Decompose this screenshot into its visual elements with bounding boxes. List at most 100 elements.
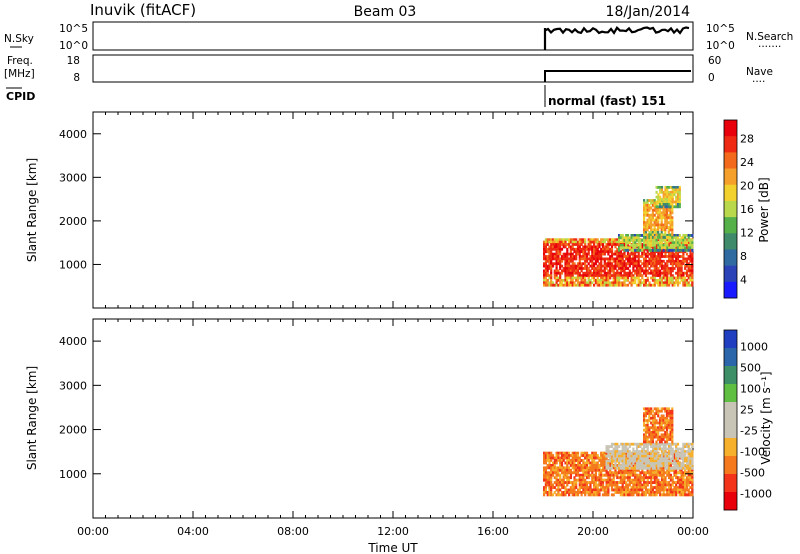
echo-cell xyxy=(587,262,590,266)
echo-cell xyxy=(669,433,672,437)
echo-cell xyxy=(659,466,662,470)
echo-cell xyxy=(618,476,621,480)
echo-cell xyxy=(601,240,605,244)
echo-cell xyxy=(607,279,610,282)
echo-cell xyxy=(651,279,655,282)
echo-cell xyxy=(621,236,624,240)
echo-cell xyxy=(671,452,674,456)
echo-cell xyxy=(544,481,547,484)
echo-cell xyxy=(573,247,576,251)
echo-cell xyxy=(559,264,562,268)
echo-cell xyxy=(557,488,560,492)
echo-cell xyxy=(559,283,562,287)
echo-cell xyxy=(618,450,621,453)
echo-cell xyxy=(657,223,660,227)
echo-cell xyxy=(675,452,678,456)
echo-cell xyxy=(659,252,662,256)
echo-cell xyxy=(614,452,617,456)
echo-cell xyxy=(684,481,687,484)
echo-cell xyxy=(676,466,680,470)
echo-cell xyxy=(612,283,615,287)
echo-cell xyxy=(614,459,617,463)
echo-cell xyxy=(616,491,619,494)
echo-cell xyxy=(571,283,574,287)
echo-cell xyxy=(610,473,614,477)
echo-cell xyxy=(605,243,608,246)
echo-cell xyxy=(665,409,669,413)
echo-cell xyxy=(643,271,646,275)
echo-cell xyxy=(594,245,597,249)
echo-cell xyxy=(550,483,553,487)
echo-cell xyxy=(594,257,597,261)
echo-cell xyxy=(610,252,614,256)
echo-cell xyxy=(548,262,551,266)
echo-cell xyxy=(651,274,655,277)
echo-cell xyxy=(668,257,671,261)
echo-cell xyxy=(559,478,562,482)
echo-cell xyxy=(601,488,605,492)
echo-cell xyxy=(669,274,672,277)
echo-cell xyxy=(659,447,662,451)
echo-cell xyxy=(609,259,612,263)
echo-cell xyxy=(580,454,583,457)
echo-cell xyxy=(578,259,581,263)
echo-cell xyxy=(584,451,587,455)
echo-cell xyxy=(587,243,590,246)
echo-cell xyxy=(546,238,549,242)
echo-cell xyxy=(648,223,651,227)
echo-cell xyxy=(684,234,687,237)
echo-cell xyxy=(614,454,617,458)
echo-cell xyxy=(671,267,674,270)
echo-cell xyxy=(584,486,587,489)
echo-cell xyxy=(678,205,681,209)
echo-cell xyxy=(685,234,689,237)
echo-cell xyxy=(671,255,674,258)
echo-cell xyxy=(605,491,608,494)
echo-cell xyxy=(587,476,590,480)
echo-cell xyxy=(648,476,651,480)
echo-cell xyxy=(669,421,672,425)
echo-cell xyxy=(594,255,597,258)
echo-cell xyxy=(575,264,578,268)
echo-cell xyxy=(667,231,670,234)
echo-cell xyxy=(684,478,687,482)
echo-cell xyxy=(665,226,669,229)
echo-cell xyxy=(646,412,649,415)
echo-cell xyxy=(665,407,669,411)
echo-cell xyxy=(601,243,605,246)
echo-cell xyxy=(659,468,662,472)
echo-cell xyxy=(655,445,658,448)
echo-cell xyxy=(673,252,676,256)
echo-cell xyxy=(605,481,608,484)
echo-cell xyxy=(571,466,574,470)
echo-cell xyxy=(650,450,653,453)
echo-cell xyxy=(543,468,546,472)
echo-cell xyxy=(658,428,662,432)
echo-cell xyxy=(669,243,672,247)
echo-cell xyxy=(651,245,655,249)
echo-cell xyxy=(546,476,549,480)
echo-cell xyxy=(689,481,692,484)
echo-cell xyxy=(596,264,599,268)
echo-cell xyxy=(598,476,601,480)
echo-cell xyxy=(662,428,665,432)
echo-cell xyxy=(584,247,587,251)
echo-cell xyxy=(559,279,562,282)
echo-cell xyxy=(593,478,596,482)
echo-cell xyxy=(667,435,670,439)
echo-cell xyxy=(666,468,669,472)
echo-cell xyxy=(585,459,589,462)
echo-cell xyxy=(578,245,581,249)
echo-cell xyxy=(589,493,592,497)
echo-cell xyxy=(584,466,587,470)
echo-cell xyxy=(662,271,665,275)
echo-cell xyxy=(664,216,667,220)
echo-cell xyxy=(553,240,556,244)
echo-cell xyxy=(607,240,610,244)
echo-cell xyxy=(614,447,617,451)
echo-cell xyxy=(644,473,647,477)
echo-cell xyxy=(612,276,615,280)
colorbar-swatch xyxy=(724,265,737,283)
echo-cell xyxy=(585,454,589,457)
